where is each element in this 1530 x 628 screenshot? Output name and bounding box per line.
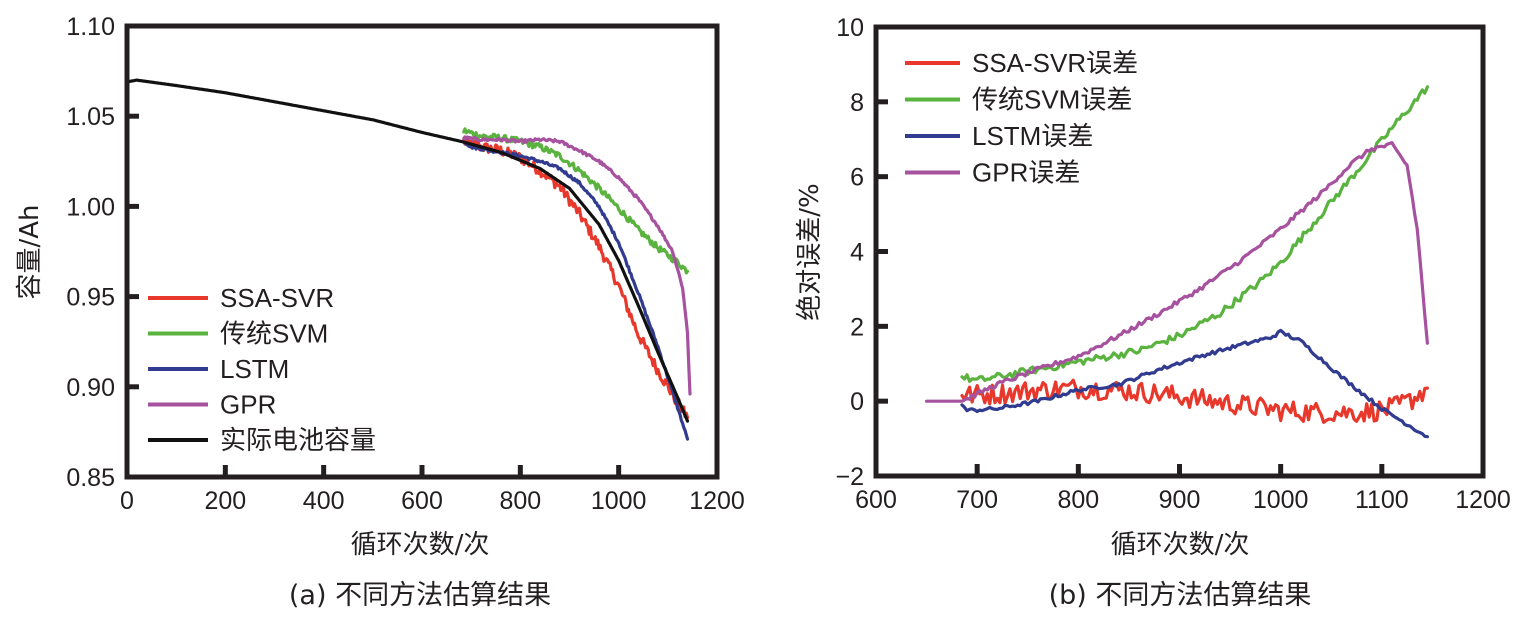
chart-a-x-tick-label: 1200: [689, 487, 745, 515]
legend-label: GPR误差: [972, 158, 1080, 188]
chart-b-ticks: 600 700 800 900 1000 1100 1200 −2 0 2 4 6 8 10: [835, 14, 1510, 514]
chart-a-x-axis-title: 循环次数/次: [351, 530, 490, 560]
chart-a-plot-frame: [124, 23, 720, 480]
chart-b-x-tick-label: 700: [956, 486, 998, 514]
chart-b-y-tick-label: 2: [850, 313, 864, 341]
chart-a-y-axis-title: 容量/Ah: [15, 204, 45, 299]
chart-b-x-tick-label: 1100: [1355, 486, 1409, 514]
chart-a-legend-item: SSA-SVR: [148, 283, 334, 313]
chart-a-series-line-4: [125, 78, 690, 423]
chart-b-legend-item: 传统SVM误差: [905, 85, 1132, 115]
chart-b-absolute-error: 600 700 800 900 1000 1100 1200 −2 0 2 4 6 8 10 SSA-SV…: [795, 14, 1511, 611]
chart-a-y-tick-label: 0.85: [66, 464, 115, 492]
chart-a-x-tick-label: 400: [303, 487, 345, 515]
chart-a-legend-item: 实际电池容量: [148, 425, 376, 455]
chart-b-x-tick-label: 800: [1057, 486, 1099, 514]
chart-a-y-tick-label: 0.90: [66, 374, 115, 402]
chart-a-x-tick-label: 1000: [591, 487, 647, 515]
legend-label: 实际电池容量: [220, 425, 376, 455]
chart-a-x-tick-label: 200: [204, 487, 246, 515]
chart-b-y-tick-label: 8: [850, 89, 864, 117]
legend-label: 传统SVM: [220, 319, 328, 349]
chart-a-x-tick-label: 0: [120, 487, 134, 515]
legend-label: LSTM: [220, 354, 289, 384]
chart-a-x-tick-label: 600: [401, 487, 443, 515]
chart-a-y-tick-label: 1.05: [66, 103, 115, 131]
chart-a-ticks: 0 200 400 600 800 1000 1200 0.85 0.90 0.95 1.00 1.0…: [66, 13, 744, 515]
chart-b-legend-item: LSTM误差: [905, 121, 1093, 151]
chart-b-y-tick-label: 6: [850, 164, 864, 192]
legend-label: GPR: [220, 390, 276, 420]
chart-b-x-tick-label: 1000: [1253, 486, 1309, 514]
chart-b-y-tick-label: 0: [850, 388, 864, 416]
legend-label: SSA-SVR: [220, 283, 334, 313]
chart-b-y-tick-label: 10: [836, 14, 864, 42]
chart-a-series-line-2: [462, 140, 690, 441]
chart-b-series-line-0: [960, 378, 1429, 424]
chart-b-x-tick-label: 900: [1159, 486, 1201, 514]
chart-b-x-tick-label: 1200: [1455, 486, 1511, 514]
chart-b-y-tick-label: −2: [835, 463, 864, 491]
legend-label: LSTM误差: [972, 121, 1093, 151]
chart-b-y-axis-title: 绝对误差/%: [795, 183, 825, 320]
chart-b-x-tick-label: 600: [855, 486, 897, 514]
chart-a-capacity: 0 200 400 600 800 1000 1200 0.85 0.90 0.95 1.00 1.0…: [15, 13, 745, 611]
chart-a-y-tick-label: 1.10: [66, 13, 115, 41]
chart-a-y-tick-label: 0.95: [66, 284, 115, 312]
legend-label: SSA-SVR误差: [972, 48, 1138, 78]
chart-a-y-tick-label: 1.00: [66, 193, 115, 221]
chart-a-legend-item: LSTM: [148, 354, 289, 384]
chart-b-x-axis-title: 循环次数/次: [1111, 530, 1250, 560]
legend-label: 传统SVM误差: [972, 85, 1132, 115]
chart-b-legend-item: GPR误差: [905, 158, 1080, 188]
chart-a-legend-item: 传统SVM: [148, 319, 328, 349]
chart-a-x-tick-label: 800: [499, 487, 541, 515]
chart-a-legend-item: GPR: [148, 390, 276, 420]
chart-a-series-line-0: [462, 135, 690, 420]
chart-b-series-line-3: [925, 141, 1429, 403]
chart-b-caption: (b) 不同方法估算结果: [1049, 580, 1312, 611]
chart-b-series-line-2: [960, 328, 1429, 439]
chart-a-series-group: [125, 78, 692, 441]
chart-b-legend-item: SSA-SVR误差: [905, 48, 1138, 78]
chart-b-y-tick-label: 4: [850, 239, 864, 267]
chart-a-caption: (a) 不同方法估算结果: [289, 580, 551, 611]
chart-b-series-group: [925, 85, 1429, 439]
chart-a-series-line-3: [462, 135, 692, 396]
chart-a-legend: SSA-SVR 传统SVM LSTM GPR 实际电池容量: [148, 283, 376, 455]
